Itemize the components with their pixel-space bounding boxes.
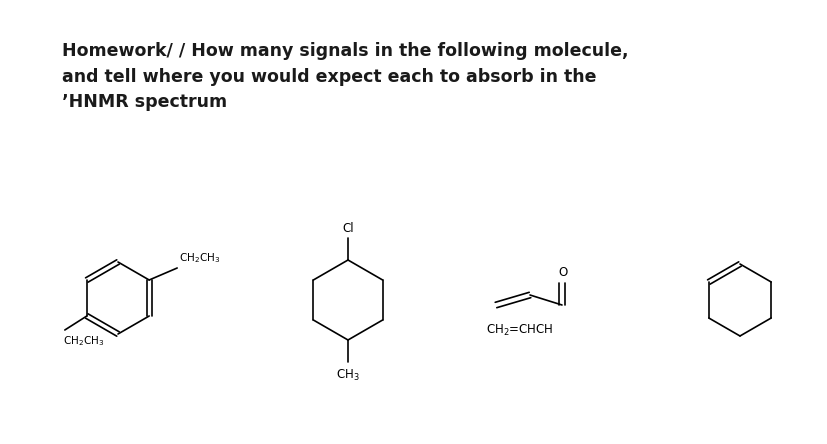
Text: CH$_3$: CH$_3$ <box>336 368 360 383</box>
Text: Cl: Cl <box>342 222 353 235</box>
Text: O: O <box>557 266 567 279</box>
Text: CH$_2$=CHCH: CH$_2$=CHCH <box>485 323 552 338</box>
Text: CH$_2$CH$_3$: CH$_2$CH$_3$ <box>63 334 104 348</box>
Text: CH$_2$CH$_3$: CH$_2$CH$_3$ <box>179 251 220 265</box>
Text: Homework/ / How many signals in the following molecule,
and tell where you would: Homework/ / How many signals in the foll… <box>62 42 628 111</box>
